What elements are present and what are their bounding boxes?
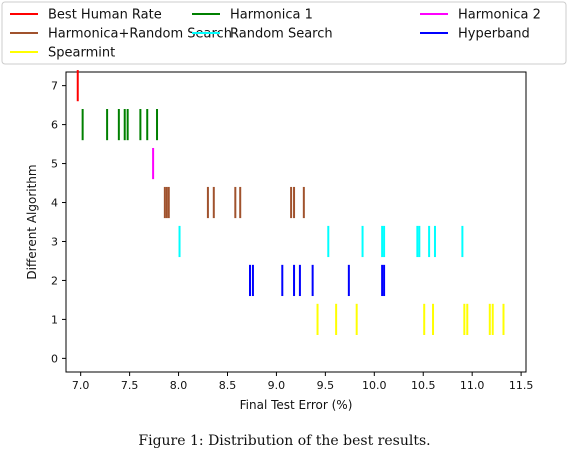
- legend-label: Best Human Rate: [48, 8, 162, 23]
- chart-marks: [76, 70, 505, 335]
- x-tick-label: 11.0: [460, 379, 485, 392]
- legend-label: Harmonica 2: [458, 8, 541, 23]
- legend-label: Harmonica+Random Search: [48, 27, 232, 42]
- x-tick-label: 10.0: [362, 379, 387, 392]
- x-tick-label: 11.5: [509, 379, 534, 392]
- y-tick-label: 1: [51, 313, 58, 326]
- y-axis: 0 1 2 3 4 5 6 7: [51, 80, 66, 365]
- y-tick-label: 6: [51, 119, 58, 132]
- figure-caption: Figure 1: Distribution of the best resul…: [138, 433, 431, 449]
- legend-box: [1, 1, 567, 65]
- x-tick-label: 8.0: [170, 379, 188, 392]
- x-axis-title: Final Test Error (%): [240, 398, 353, 412]
- y-tick-label: 5: [51, 158, 58, 171]
- y-tick-label: 0: [51, 352, 58, 365]
- plot-frame: [65, 71, 527, 373]
- x-axis: 7.0 7.5 8.0 8.5 9.0 9.5 10.0 10.5 11.0 11.5: [72, 372, 533, 392]
- x-tick-label: 8.5: [219, 379, 237, 392]
- x-tick-label: 9.0: [268, 379, 286, 392]
- x-tick-label: 7.5: [121, 379, 139, 392]
- x-tick-label: 9.5: [317, 379, 335, 392]
- y-tick-label: 3: [51, 235, 58, 248]
- legend-label: Harmonica 1: [230, 8, 313, 23]
- y-axis-title: Different Algorithm: [25, 164, 39, 279]
- y-tick-label: 2: [51, 274, 58, 287]
- legend-label: Hyperband: [458, 27, 530, 42]
- x-tick-label: 7.0: [72, 379, 90, 392]
- y-tick-label: 7: [51, 80, 58, 93]
- x-tick-label: 10.5: [411, 379, 436, 392]
- legend: Best Human Rate Harmonica 1 Harmonica 2 Har…: [1, 1, 567, 65]
- y-tick-label: 4: [51, 197, 58, 210]
- strip-chart: Best Human Rate Harmonica 1 Harmonica 2 Har…: [1, 1, 567, 412]
- legend-label: Spearmint: [48, 46, 115, 61]
- legend-label: Random Search: [230, 27, 333, 42]
